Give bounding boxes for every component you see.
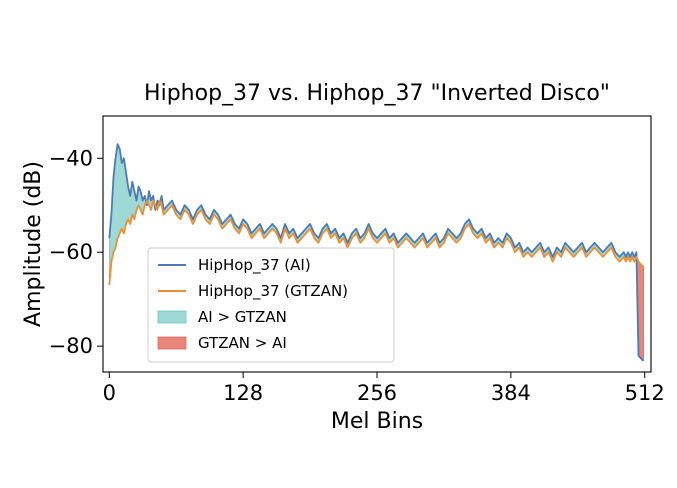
x-axis: 0 128 256 384 512 xyxy=(103,372,665,405)
y-tick-label: −60 xyxy=(49,240,93,264)
chart-title: Hiphop_37 vs. Hiphop_37 "Inverted Disco" xyxy=(144,81,610,106)
legend: HipHop_37 (AI) HipHop_37 (GTZAN) AI > GTZA… xyxy=(147,247,395,363)
x-tick-label: 384 xyxy=(491,381,531,405)
y-axis-title: Amplitude (dB) xyxy=(21,161,46,327)
y-tick-label: −80 xyxy=(49,334,93,358)
x-tick-label: 512 xyxy=(625,381,665,405)
x-tick-label: 0 xyxy=(103,381,116,405)
x-tick-label: 256 xyxy=(357,381,397,405)
series-line-gtzan xyxy=(108,199,644,286)
legend-box xyxy=(147,247,395,363)
legend-swatch-gtzan_fill xyxy=(157,336,187,350)
y-tick-label: −40 xyxy=(49,146,93,170)
x-axis-title: Mel Bins xyxy=(331,409,423,434)
legend-label: HipHop_37 (AI) xyxy=(198,256,311,275)
legend-label: GTZAN > AI xyxy=(198,334,287,352)
legend-label: HipHop_37 (GTZAN) xyxy=(198,282,348,301)
x-tick-label: 128 xyxy=(223,381,263,405)
line-layer xyxy=(108,143,644,362)
legend-swatch-ai_fill xyxy=(157,310,187,324)
legend-label: AI > GTZAN xyxy=(198,308,287,326)
y-axis: −40 −60 −80 xyxy=(49,146,103,358)
